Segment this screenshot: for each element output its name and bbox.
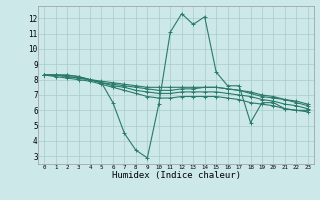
- X-axis label: Humidex (Indice chaleur): Humidex (Indice chaleur): [111, 171, 241, 180]
